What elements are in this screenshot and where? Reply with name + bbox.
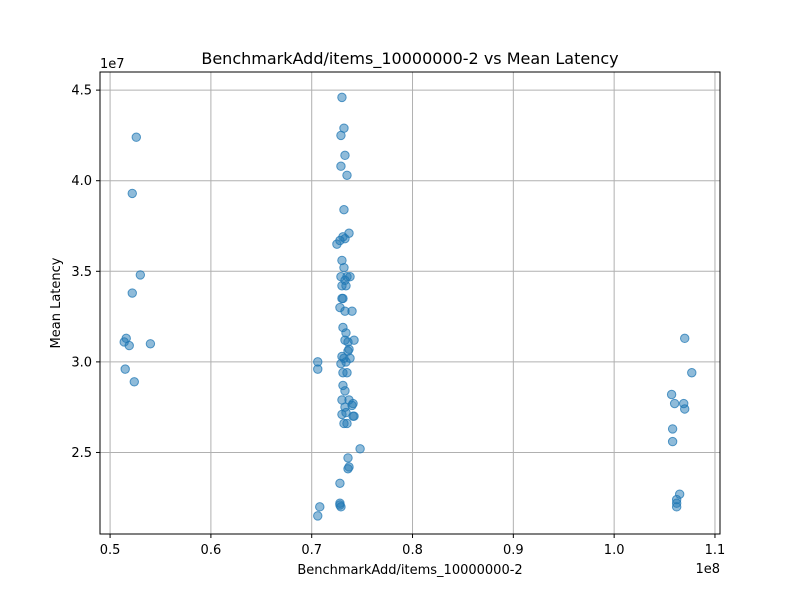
- data-point: [687, 368, 697, 378]
- data-point: [313, 364, 323, 374]
- data-point: [680, 333, 690, 344]
- x-tick-label: 0.9: [503, 543, 524, 558]
- data-point: [337, 92, 347, 103]
- data-point: [129, 377, 139, 387]
- data-point: [669, 398, 680, 409]
- axes-frame: [99, 71, 721, 535]
- y-tick-label: 3.5: [71, 265, 92, 280]
- x-tick-label: 1.1: [705, 543, 726, 558]
- data-point: [127, 288, 137, 298]
- data-point: [344, 344, 354, 354]
- y-tick-label: 4.0: [71, 174, 92, 189]
- ticks-layer: 0.5 0.6 0.7 0.8 0.9 1.0 1.1 2.5 3.0 3.5 4.0 4.5: [71, 84, 725, 558]
- data-point: [337, 293, 347, 304]
- data-point: [671, 502, 682, 512]
- data-point: [667, 436, 678, 447]
- y-axis-offset-label: 1e7: [100, 57, 125, 72]
- y-tick-label: 2.5: [71, 446, 92, 461]
- data-point: [335, 478, 345, 488]
- data-point: [666, 389, 677, 400]
- x-tick-label: 0.8: [402, 543, 423, 558]
- data-point: [339, 262, 349, 273]
- data-point: [135, 270, 146, 280]
- data-point: [349, 335, 359, 345]
- chart-title: BenchmarkAdd/items_10000000-2 vs Mean La…: [201, 49, 618, 69]
- data-point: [355, 444, 365, 454]
- data-point: [342, 170, 352, 180]
- x-tick-label: 0.5: [100, 543, 121, 558]
- data-point: [336, 502, 346, 512]
- x-axis-offset-label: 1e8: [695, 562, 720, 577]
- data-point: [315, 502, 325, 512]
- data-point: [313, 511, 323, 521]
- x-axis-label: BenchmarkAdd/items_10000000-2: [297, 563, 522, 578]
- data-point: [343, 453, 353, 463]
- data-point: [348, 411, 358, 421]
- data-point: [336, 161, 346, 171]
- data-point: [120, 364, 130, 374]
- y-tick-label: 4.5: [71, 84, 92, 99]
- data-point: [667, 424, 678, 434]
- grid-layer: [100, 72, 720, 534]
- y-axis-label: Mean Latency: [49, 257, 64, 348]
- points-layer: [119, 92, 697, 521]
- data-point: [145, 339, 156, 349]
- data-point: [680, 404, 690, 414]
- data-point: [339, 204, 349, 215]
- data-point: [124, 340, 134, 351]
- x-tick-label: 1.0: [604, 543, 625, 558]
- x-tick-label: 0.6: [201, 543, 222, 558]
- data-point: [127, 188, 137, 199]
- data-point: [341, 281, 351, 291]
- data-point: [347, 306, 357, 316]
- data-point: [343, 464, 353, 474]
- data-point: [342, 418, 352, 429]
- data-point: [131, 132, 141, 142]
- data-point: [342, 368, 352, 378]
- y-tick-label: 3.0: [71, 355, 92, 370]
- data-point: [341, 357, 351, 367]
- data-point: [336, 130, 346, 141]
- data-point: [340, 150, 350, 161]
- data-point: [340, 386, 350, 396]
- x-tick-label: 0.7: [301, 543, 322, 558]
- data-point: [332, 239, 342, 249]
